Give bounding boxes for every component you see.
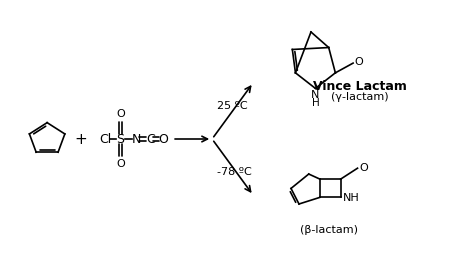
Text: C: C	[146, 133, 154, 145]
Text: H: H	[312, 98, 319, 108]
Text: +: +	[74, 131, 87, 147]
Text: O: O	[158, 133, 168, 145]
Text: (γ-lactam): (γ-lactam)	[331, 92, 388, 102]
Text: O: O	[359, 163, 368, 173]
Text: S: S	[116, 133, 124, 145]
Text: Cl: Cl	[99, 133, 112, 145]
Text: O: O	[116, 109, 125, 119]
Text: N: N	[311, 90, 320, 100]
Text: O: O	[355, 57, 364, 67]
Text: Vince Lactam: Vince Lactam	[313, 80, 407, 93]
Text: (β-lactam): (β-lactam)	[300, 225, 358, 235]
Text: -78 ºC: -78 ºC	[216, 167, 251, 177]
Text: 25 ºC: 25 ºC	[216, 101, 247, 111]
Text: N: N	[132, 133, 141, 145]
Text: O: O	[116, 159, 125, 169]
Text: NH: NH	[343, 193, 360, 203]
